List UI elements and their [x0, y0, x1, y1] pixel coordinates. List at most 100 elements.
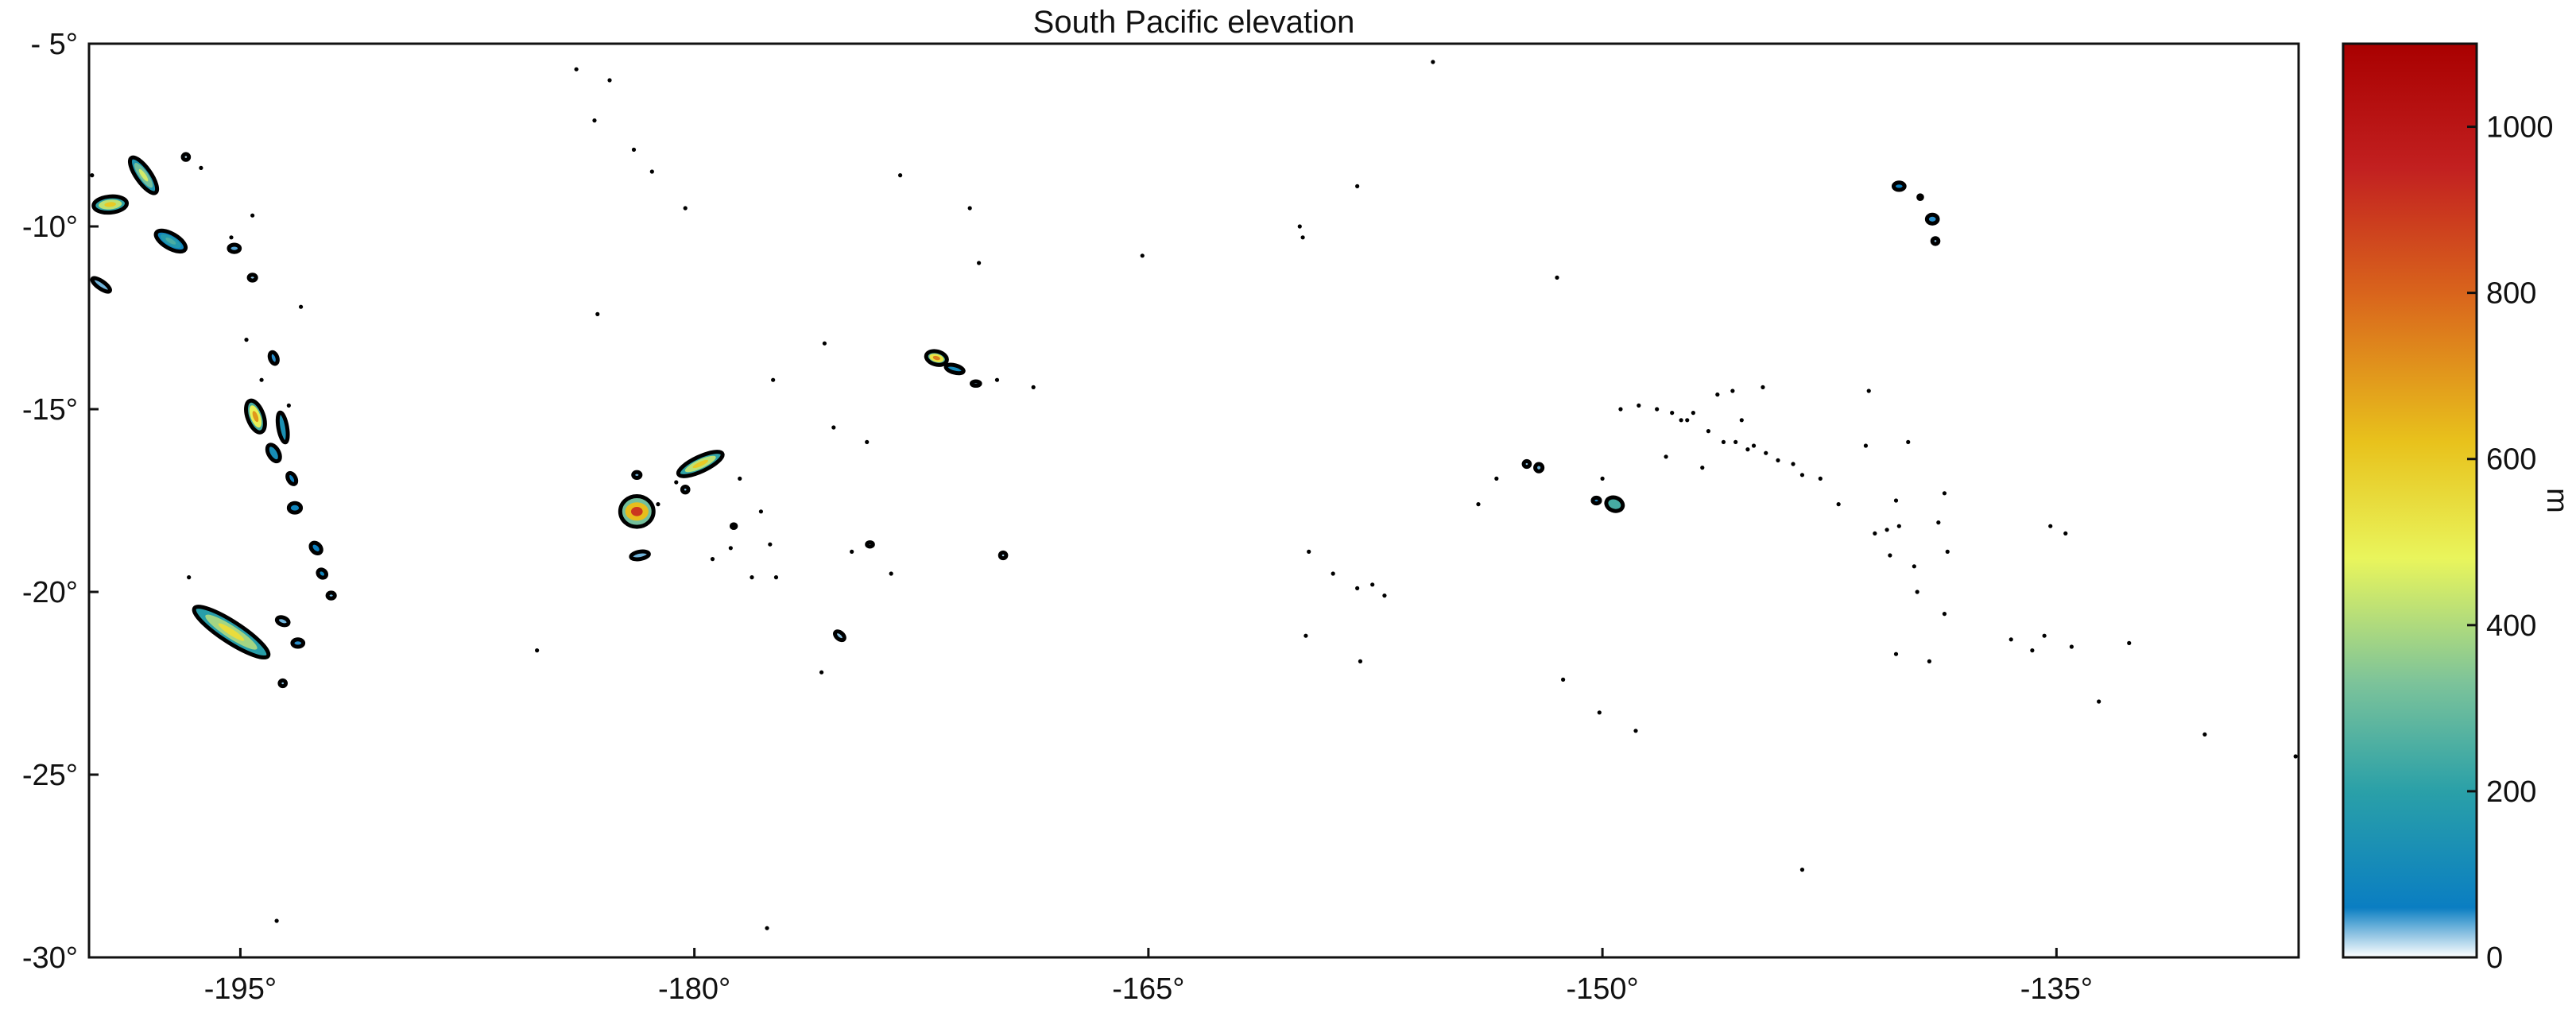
atoll-dot — [994, 377, 1000, 382]
atoll-dot — [1691, 411, 1695, 416]
atoll-dot — [831, 425, 836, 430]
y-tick-label: -20° — [22, 576, 78, 609]
island — [180, 152, 192, 162]
island — [308, 540, 323, 555]
atoll-dot — [574, 67, 579, 72]
atoll-dot — [674, 480, 679, 485]
atoll-dot — [1893, 498, 1899, 503]
atoll-dot — [1300, 235, 1305, 240]
atoll-dot — [1906, 439, 1911, 445]
atoll-dot — [738, 476, 742, 481]
atoll-dot — [1637, 403, 1641, 408]
atoll-dot — [977, 261, 982, 265]
island — [265, 443, 282, 464]
atoll-dot — [199, 165, 203, 170]
atoll-dot — [1031, 385, 1036, 389]
atoll-dot — [1915, 590, 1919, 594]
island — [285, 470, 299, 486]
x-tick-label: -195° — [204, 972, 277, 1006]
colorbar-axis: 0 200 400 600 800 1000 — [2467, 111, 2554, 975]
island — [274, 615, 291, 628]
island — [1916, 193, 1924, 201]
colorbar-tick-label: 200 — [2486, 775, 2536, 809]
island — [316, 567, 329, 580]
island — [1590, 495, 1602, 506]
atoll-dot — [1561, 677, 1566, 682]
island — [267, 350, 280, 366]
y-tick-label: - 5° — [30, 28, 78, 61]
atoll-dot — [1764, 450, 1768, 455]
atoll-dot — [1715, 392, 1720, 397]
atoll-dot — [1679, 418, 1683, 423]
atoll-dot — [1945, 549, 1950, 555]
island — [833, 629, 846, 643]
atoll-dot — [728, 546, 733, 551]
atoll-dot — [1307, 549, 1311, 555]
colorbar-tick-label: 1000 — [2486, 111, 2554, 145]
atoll-dot — [274, 918, 279, 923]
atoll-dot — [2097, 699, 2101, 704]
atoll-dot — [1633, 729, 1638, 733]
atoll-dot — [1730, 389, 1735, 393]
atoll-dot — [1751, 443, 1757, 448]
y-tick-label: -25° — [22, 759, 78, 792]
island — [128, 155, 160, 195]
atoll-dot — [244, 338, 249, 342]
island — [286, 501, 304, 515]
atoll-dot — [771, 377, 776, 382]
island — [618, 493, 656, 529]
island — [192, 605, 271, 660]
x-tick-label: -135° — [2020, 972, 2093, 1006]
atoll-dot — [1873, 531, 1877, 536]
atoll-dot — [1706, 429, 1710, 434]
island — [90, 276, 112, 294]
atoll-dot — [607, 78, 612, 83]
atoll-dot — [889, 571, 893, 576]
island — [865, 539, 875, 549]
atoll-dot — [822, 341, 827, 346]
atoll-dot — [750, 575, 754, 580]
atoll-dot — [2048, 524, 2053, 528]
longitude-axis: -195° -180° -165° -150° -135° — [204, 948, 2093, 1006]
atoll-dot — [1597, 710, 1602, 715]
island — [969, 379, 982, 389]
island — [290, 637, 306, 649]
atoll-dot — [1700, 466, 1705, 470]
map-title: South Pacific elevation — [1032, 5, 1355, 40]
latitude-axis: - 5° -10° -15° -20° -25° -30° — [22, 28, 99, 975]
x-tick-label: -150° — [1566, 972, 1638, 1006]
atoll-dot — [758, 509, 764, 514]
colorbar-label: m — [2540, 488, 2574, 513]
atoll-dot — [1355, 586, 1360, 591]
island — [629, 549, 651, 562]
atoll-dot — [1942, 612, 1947, 617]
atoll-dot — [1382, 593, 1387, 598]
colorbar-tick-label: 0 — [2486, 941, 2503, 975]
island — [680, 485, 691, 495]
island — [631, 470, 643, 480]
atoll-dot — [1664, 454, 1668, 459]
atoll-dot — [1888, 553, 1892, 558]
atoll-dot — [1885, 528, 1889, 532]
atoll-dot — [1431, 60, 1435, 64]
atoll-dot — [1600, 476, 1605, 481]
y-tick-label: -10° — [22, 211, 78, 244]
x-tick-label: -165° — [1112, 972, 1184, 1006]
island — [325, 590, 337, 601]
atoll-dot — [1670, 411, 1675, 416]
atoll-dot — [1866, 389, 1871, 393]
atoll-dot — [768, 542, 773, 547]
atoll-dot — [1836, 502, 1841, 507]
island — [1533, 462, 1545, 474]
island — [997, 550, 1009, 561]
island — [246, 273, 258, 283]
island — [1924, 212, 1940, 226]
x-tick-label: -180° — [658, 972, 730, 1006]
island — [91, 194, 130, 215]
atoll-dot — [898, 173, 903, 178]
atoll-dot — [1799, 868, 1805, 872]
atoll-dot — [1331, 571, 1335, 576]
y-tick-label: -15° — [22, 393, 78, 427]
atoll-dot — [592, 118, 597, 123]
